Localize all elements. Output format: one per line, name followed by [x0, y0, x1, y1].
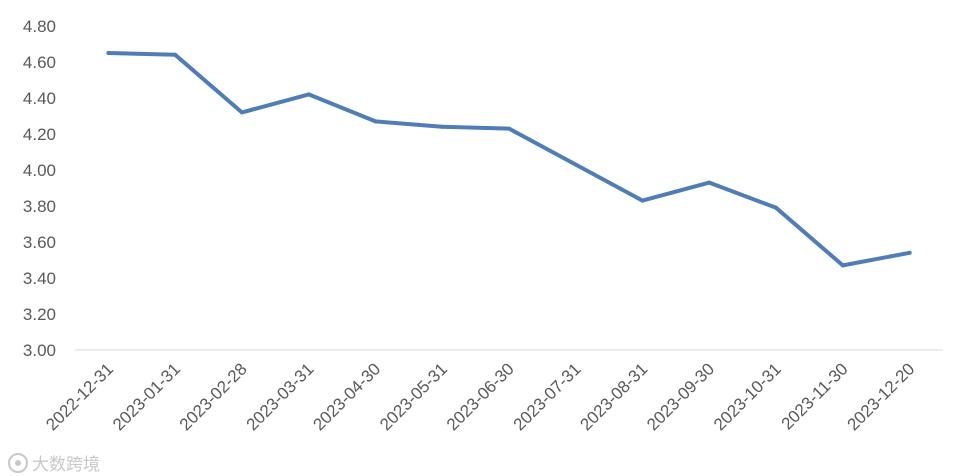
x-tick-label: 2022-12-31	[42, 359, 117, 434]
y-tick-label: 3.60	[23, 233, 56, 252]
x-tick-label: 2023-01-31	[109, 359, 184, 434]
x-tick-label: 2023-11-30	[778, 359, 852, 433]
data-point	[173, 52, 178, 57]
y-tick-label: 3.40	[23, 269, 56, 288]
y-tick-label: 4.80	[23, 17, 56, 36]
data-point	[774, 205, 779, 210]
data-point	[373, 119, 378, 124]
watermark: 大数跨境	[8, 450, 100, 475]
x-tick-label: 2023-05-31	[376, 359, 451, 434]
y-tick-label: 4.00	[23, 161, 56, 180]
x-tick-label: 2023-09-30	[643, 359, 718, 434]
x-tick-label: 2023-12-20	[844, 359, 919, 434]
watermark-logo-icon	[8, 452, 28, 473]
y-tick-label: 4.40	[23, 89, 56, 108]
y-tick-label: 3.20	[23, 305, 56, 324]
x-tick-label: 2023-08-31	[576, 359, 651, 434]
y-tick-label: 4.20	[23, 125, 56, 144]
x-tick-label: 2023-10-31	[710, 359, 785, 434]
data-point	[106, 51, 111, 55]
data-point	[440, 124, 445, 129]
x-tick-label: 2023-03-31	[243, 359, 318, 434]
watermark-text: 大数跨境	[32, 455, 100, 475]
series-line	[106, 51, 912, 268]
x-tick-label: 2023-06-30	[443, 359, 518, 434]
data-point	[573, 162, 578, 167]
data-point	[907, 250, 912, 255]
data-point	[507, 126, 511, 131]
data-point	[840, 263, 845, 268]
y-tick-label: 3.80	[23, 197, 56, 216]
x-tick-label: 2023-04-30	[309, 359, 384, 434]
y-tick-label: 4.60	[23, 53, 56, 72]
data-point	[239, 110, 244, 115]
data-point	[640, 198, 645, 203]
data-point	[306, 92, 311, 97]
y-tick-label: 3.00	[23, 341, 56, 360]
data-point	[707, 180, 712, 185]
x-tick-label: 2023-07-31	[510, 359, 585, 434]
x-tick-label: 2023-02-28	[176, 359, 251, 434]
